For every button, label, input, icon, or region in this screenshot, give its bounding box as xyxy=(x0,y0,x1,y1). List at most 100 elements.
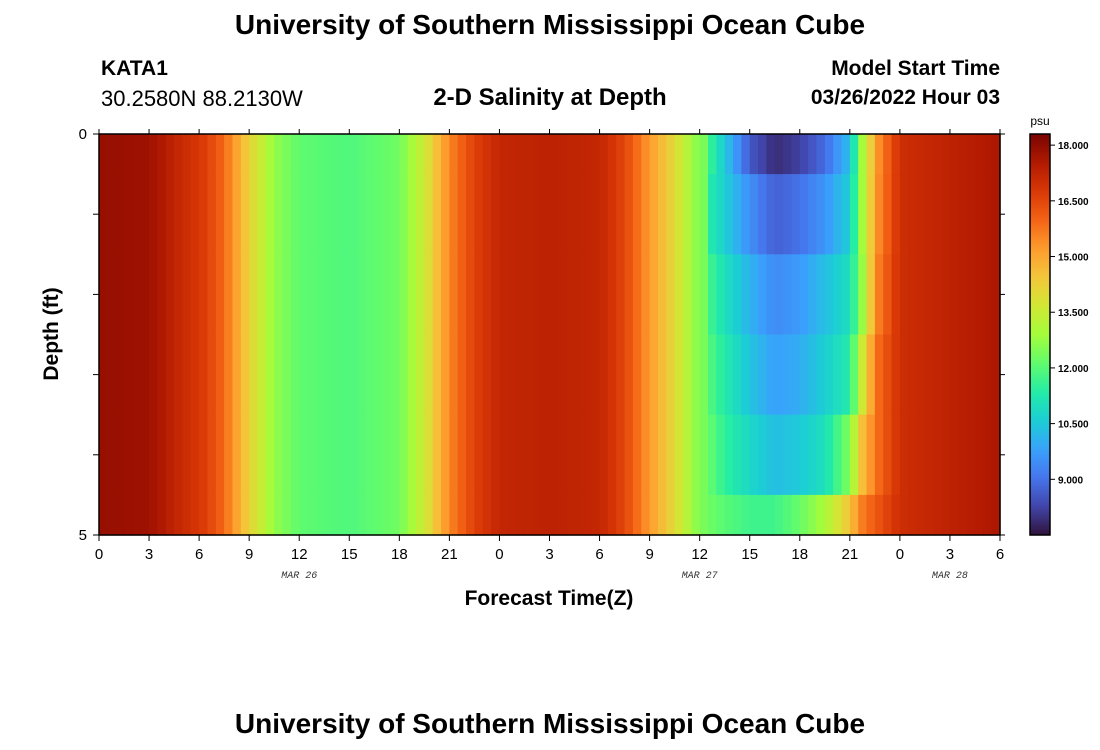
heatmap-cell xyxy=(874,174,884,255)
heatmap-cell xyxy=(883,334,893,416)
heatmap-cell xyxy=(357,414,367,496)
heatmap-cell xyxy=(207,174,217,255)
heatmap-cell xyxy=(649,134,659,175)
heatmap-cell xyxy=(466,254,476,336)
heatmap-cell xyxy=(99,334,108,416)
heatmap-cell xyxy=(365,174,375,255)
heatmap-cell xyxy=(274,334,284,416)
heatmap-cell xyxy=(357,174,367,255)
heatmap-cell xyxy=(741,254,751,336)
heatmap-cell xyxy=(240,334,250,416)
heatmap-cell xyxy=(866,334,876,416)
x-tick-label: 21 xyxy=(841,546,858,563)
heatmap-cell xyxy=(249,494,259,536)
colorbar-gradient xyxy=(1029,133,1051,536)
heatmap-cell xyxy=(791,254,801,336)
heatmap-cell xyxy=(491,494,501,536)
heatmap-cell xyxy=(833,174,843,255)
heatmap-cell xyxy=(407,174,417,255)
heatmap-cell xyxy=(491,254,501,336)
heatmap-cell xyxy=(899,254,909,336)
heatmap-cell xyxy=(716,414,726,496)
heatmap-cell xyxy=(499,334,509,416)
heatmap-cell xyxy=(599,414,609,496)
heatmap-cell xyxy=(666,254,676,336)
heatmap-cell xyxy=(240,174,250,255)
heatmap-cell xyxy=(107,334,117,416)
heatmap-cell xyxy=(149,494,158,536)
heatmap-cell xyxy=(941,494,951,536)
x-tick-label: 0 xyxy=(495,546,503,563)
heatmap-cell xyxy=(157,334,167,416)
date-label: MAR 26 xyxy=(281,571,317,582)
heatmap-cell xyxy=(582,174,592,255)
heatmap-cell xyxy=(541,134,551,175)
heatmap-cell xyxy=(674,494,684,536)
heatmap-cell xyxy=(708,254,717,336)
heatmap-cell xyxy=(708,414,717,496)
heatmap-cell xyxy=(724,174,734,255)
heatmap-cell xyxy=(165,254,175,336)
heatmap-cell xyxy=(357,134,367,175)
heatmap-cell xyxy=(124,494,133,536)
heatmap-cell xyxy=(199,494,209,536)
heatmap-cell xyxy=(808,254,818,336)
heatmap-cell xyxy=(566,334,576,416)
heatmap-cell xyxy=(249,134,259,175)
heatmap-cell xyxy=(833,334,843,416)
heatmap-cell xyxy=(357,254,367,336)
colorbar-tick-label: 18.000 xyxy=(1058,141,1089,152)
heatmap-cell xyxy=(524,134,534,175)
heatmap-cell xyxy=(891,414,901,496)
heatmap-cell xyxy=(566,254,576,336)
heatmap-cell xyxy=(899,414,909,496)
heatmap-cell xyxy=(991,254,1001,336)
heatmap-cell xyxy=(682,134,692,175)
heatmap-cell xyxy=(682,494,692,536)
heatmap-cell xyxy=(399,254,409,336)
heatmap-cell xyxy=(340,254,350,336)
heatmap-cell xyxy=(457,134,467,175)
heatmap-cell xyxy=(441,414,450,496)
plot-title: 2-D Salinity at Depth xyxy=(433,84,667,111)
heatmap-cell xyxy=(849,494,859,536)
heatmap-cell xyxy=(874,494,884,536)
heatmap-cell xyxy=(349,494,359,536)
heatmap-cell xyxy=(749,254,759,336)
heatmap-cell xyxy=(190,254,200,336)
heatmap-cell xyxy=(624,254,634,336)
heatmap-cell xyxy=(724,254,734,336)
heatmap-cell xyxy=(983,134,993,175)
heatmap-cell xyxy=(99,494,108,536)
heatmap-cell xyxy=(349,254,359,336)
heatmap-cell xyxy=(607,174,617,255)
x-tick-label: 6 xyxy=(996,546,1004,563)
heatmap-cell xyxy=(949,134,959,175)
heatmap-cell xyxy=(165,414,175,496)
heatmap-cell xyxy=(99,414,108,496)
heatmap-cell xyxy=(299,174,309,255)
heatmap-cell xyxy=(340,334,350,416)
heatmap-cell xyxy=(165,174,175,255)
heatmap-cell xyxy=(841,254,851,336)
heatmap-cell xyxy=(924,254,934,336)
heatmap-cell xyxy=(541,494,551,536)
heatmap-cell xyxy=(941,254,951,336)
heatmap-cell xyxy=(424,174,434,255)
heatmap-cell xyxy=(174,494,184,536)
heatmap-cell xyxy=(416,334,425,416)
heatmap-cell xyxy=(349,174,359,255)
heatmap-cell xyxy=(390,174,400,255)
heatmap-cell xyxy=(516,414,526,496)
heatmap-cell xyxy=(249,334,259,416)
heatmap-cell xyxy=(749,334,759,416)
heatmap-cell xyxy=(474,134,484,175)
y-axis: 05 xyxy=(79,126,1005,544)
heatmap-cell xyxy=(674,254,684,336)
heatmap-cell xyxy=(958,254,968,336)
heatmap-cell xyxy=(365,494,375,536)
heatmap-cell xyxy=(724,134,734,175)
heatmap-cell xyxy=(257,494,267,536)
heatmap-cell xyxy=(808,134,818,175)
